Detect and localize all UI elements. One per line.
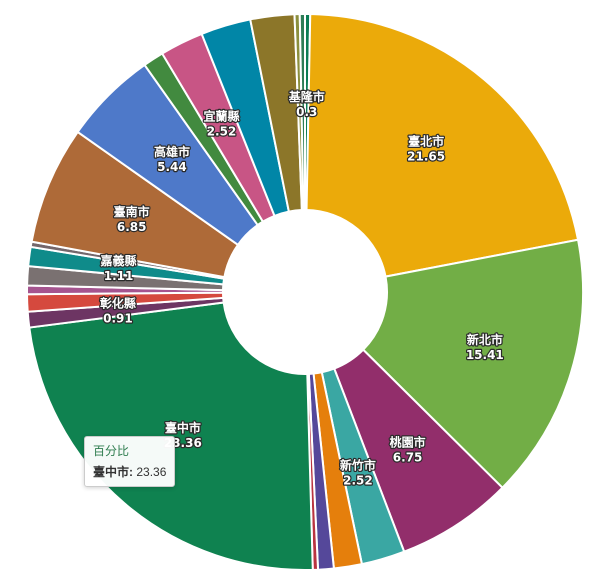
slice-label-value-0: 0.3 — [296, 105, 317, 119]
slice-1[interactable] — [305, 13, 580, 278]
slice-label-name-18: 宜蘭縣 — [204, 109, 240, 124]
tooltip-title: 百分比 — [93, 444, 130, 458]
slice-label-value-3: 6.75 — [393, 451, 423, 465]
data-labels: 基隆市0.3臺北市21.65新北市15.41桃園市6.75新竹市2.52臺中市2… — [98, 88, 505, 489]
slice-label-name-4: 新竹市 — [340, 457, 376, 472]
slices — [26, 12, 584, 571]
slice-label-value-16: 5.44 — [157, 160, 187, 174]
slice-label-name-8: 臺中市 — [165, 420, 201, 435]
tooltip-name: 臺中市 — [93, 465, 130, 479]
slice-label-value-2: 15.41 — [466, 348, 504, 362]
slice-label-name-0: 基隆市 — [288, 89, 325, 104]
slice-label-name-3: 桃園市 — [390, 435, 426, 450]
tooltip-value: 23.36 — [136, 465, 167, 479]
slice-label-name-13: 嘉義縣 — [100, 253, 137, 268]
tooltip-row: 臺中市: 23.36 — [93, 465, 167, 479]
slice-label-value-15: 6.85 — [117, 220, 147, 234]
slice-2[interactable] — [361, 238, 584, 490]
slice-label-name-15: 臺南市 — [114, 204, 150, 219]
slice-label-name-9: 彰化縣 — [100, 296, 136, 311]
slice-label-value-4: 2.52 — [343, 473, 373, 487]
slice-label-value-1: 21.65 — [407, 149, 445, 163]
slice-22[interactable] — [298, 12, 306, 212]
slice-label-name-16: 高雄市 — [154, 144, 190, 159]
slice-label-name-2: 新北市 — [467, 332, 503, 347]
tooltip: 百分比 臺中市: 23.36 — [84, 436, 176, 487]
slice-label-value-9: 0.91 — [103, 312, 133, 326]
slice-label-name-1: 臺北市 — [408, 133, 444, 148]
slice-label-value-18: 2.52 — [207, 125, 237, 139]
slice-label-value-13: 1.11 — [104, 269, 134, 283]
